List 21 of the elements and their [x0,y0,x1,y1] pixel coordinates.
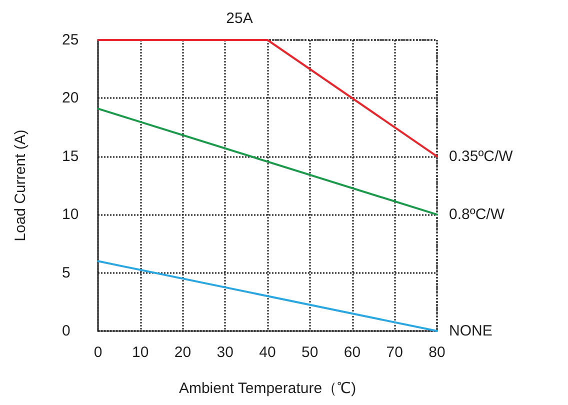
x-tick-label: 10 [132,344,149,361]
series-label: NONE [449,322,492,340]
series-label: 0.8ºC/W [449,206,506,224]
x-tick-label: 70 [386,344,403,361]
y-tick-label: 25 [62,32,79,48]
y-tick-label: 20 [62,90,79,107]
x-tick-label: 0 [94,344,102,361]
x-tick-label: 80 [428,344,446,361]
x-tick-label: 50 [302,344,318,361]
x-tick-label: 60 [344,344,361,361]
x-tick-label: 20 [174,344,192,361]
x-tick-label: 30 [216,344,234,361]
y-axis-title: Load Current (A) [12,130,29,242]
y-tick-label: 5 [62,264,70,282]
x-tick-label: 40 [259,344,276,361]
annotation: 25A [226,10,253,27]
series-label: 0.35ºC/W [449,148,514,165]
y-tick-label: 15 [62,148,79,165]
y-tick-label: 0 [62,322,70,340]
x-axis-title: Ambient Temperature（℃) [178,380,356,397]
y-tick-label: 10 [62,206,79,224]
